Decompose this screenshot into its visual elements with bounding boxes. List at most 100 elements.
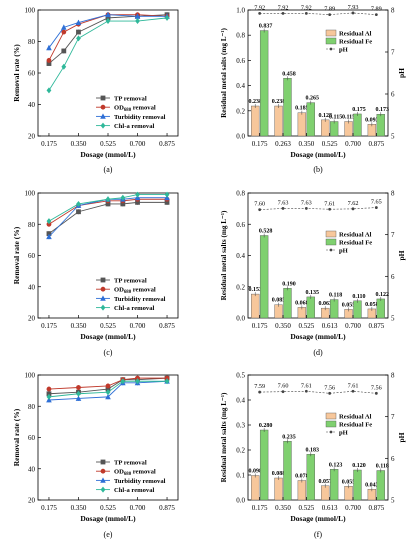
legend-marker <box>100 286 106 292</box>
data-label-al: 0.128 <box>318 113 332 119</box>
data-point <box>61 29 67 35</box>
panel-label: (a) <box>104 165 113 174</box>
bar-residual-al <box>274 105 283 137</box>
ph-label: 7.89 <box>324 6 335 13</box>
x-tick-label: 0.350 <box>71 322 87 330</box>
ph-label: 7.63 <box>301 199 312 206</box>
data-point <box>46 218 52 225</box>
data-point <box>46 391 52 397</box>
legend-label: Turbidity removal <box>114 296 166 303</box>
ph-point <box>374 13 378 17</box>
ph-point <box>374 206 378 209</box>
legend-marker-ph <box>329 248 333 252</box>
ph-label: 7.56 <box>371 384 382 391</box>
ph-label: 7.92 <box>278 4 289 11</box>
legend-label-fe: Residual Fe <box>339 240 372 247</box>
data-point <box>46 233 52 240</box>
data-point <box>135 199 140 205</box>
data-label-al: 0.115 <box>342 115 355 121</box>
ph-label: 7.61 <box>301 382 312 389</box>
x-tick-label: 0.525 <box>298 504 314 512</box>
bar-residual-al <box>251 105 260 137</box>
ph-label: 7.61 <box>324 200 335 207</box>
legend-label-ph: pH <box>339 47 349 54</box>
ph-point <box>281 11 285 15</box>
ph-label: 7.89 <box>371 6 382 13</box>
legend-swatch-fe <box>325 238 337 246</box>
data-label-al: 0.055 <box>342 479 356 485</box>
bar-residual-fe <box>376 470 385 501</box>
data-point <box>135 378 140 385</box>
y-tick-label: 100 <box>25 7 36 15</box>
series-line <box>48 197 168 238</box>
data-label-fe: 0.183 <box>306 447 320 453</box>
ph-label: 7.59 <box>254 383 265 390</box>
y-tick-label: 0.2 <box>236 107 245 115</box>
bar-residual-fe <box>329 469 339 501</box>
data-point <box>164 191 170 198</box>
ph-label: 7.56 <box>324 384 335 391</box>
data-label-fe: 0.265 <box>306 96 320 102</box>
data-label-fe: 0.118 <box>329 293 342 299</box>
y-axis-label: Removal rate (%) <box>12 44 21 102</box>
legend-marker <box>100 122 106 129</box>
data-point <box>46 393 52 400</box>
legend-swatch-al <box>325 29 337 37</box>
legend-swatch-fe <box>325 420 337 428</box>
y-tick-label: 40 <box>28 283 36 291</box>
legend-label: Turbidity removal <box>114 478 166 485</box>
data-point <box>105 389 111 396</box>
data-point <box>105 201 111 207</box>
y2-axis-label: pH <box>397 432 406 442</box>
series-turb <box>46 378 170 403</box>
legend-marker-ph <box>329 430 333 434</box>
chart-a: 20 40 60 80 100 0.175 0.350 0.525 0.700 0.875 Dosa… <box>12 7 179 174</box>
x-tick-label: 0.700 <box>130 140 146 148</box>
ph-label: 7.61 <box>348 382 359 389</box>
bar-residual-fe <box>329 299 339 319</box>
ph-label: 7.92 <box>301 4 312 11</box>
panel-label: (f) <box>314 530 322 539</box>
x-tick-label: 0.263 <box>275 140 291 148</box>
y-tick-label: 20 <box>28 315 36 323</box>
data-point <box>46 231 52 237</box>
legend-label-main: OD <box>114 469 124 476</box>
x-tick-label: 0.350 <box>298 140 314 148</box>
data-point <box>105 15 111 21</box>
data-label-fe: 0.175 <box>352 107 366 113</box>
data-point <box>105 383 111 389</box>
ph-point <box>281 390 285 394</box>
x-tick-label: 0.350 <box>275 504 291 512</box>
y2-tick-label: 7 <box>391 413 395 421</box>
data-point <box>135 18 140 25</box>
series-line <box>48 194 168 222</box>
y2-tick-label: 5 <box>391 315 395 323</box>
bar-residual-al <box>321 485 330 501</box>
ph-label: 7.63 <box>278 199 289 206</box>
data-label-al: 0.055 <box>342 302 356 308</box>
data-label-fe: 0.837 <box>259 24 273 30</box>
ph-point <box>304 11 308 15</box>
x-tick-label: 0.875 <box>159 322 175 330</box>
series-line <box>48 377 168 395</box>
y-axis-label: Removal rate (%) <box>12 408 21 466</box>
y2-tick-label: 7 <box>391 231 395 239</box>
x-tick-label: 0.700 <box>130 504 146 512</box>
panel-label: (e) <box>104 530 113 539</box>
legend-swatch-al <box>325 412 337 420</box>
ph-point <box>304 389 308 393</box>
y-tick-label: 60 <box>28 434 36 442</box>
y2-tick-label: 5 <box>391 497 395 505</box>
y-tick-label: 40 <box>28 465 36 473</box>
legend-label: TP removal <box>114 96 147 103</box>
ph-point <box>328 13 332 17</box>
x-tick-label: 0.613 <box>322 504 338 512</box>
data-label-fe: 0.135 <box>306 290 320 296</box>
data-label-fe: 0.280 <box>259 423 273 429</box>
legend-marker-ph <box>329 47 333 51</box>
legend-label-rest: removal <box>131 469 156 476</box>
data-point <box>46 386 52 392</box>
data-point <box>46 221 52 227</box>
